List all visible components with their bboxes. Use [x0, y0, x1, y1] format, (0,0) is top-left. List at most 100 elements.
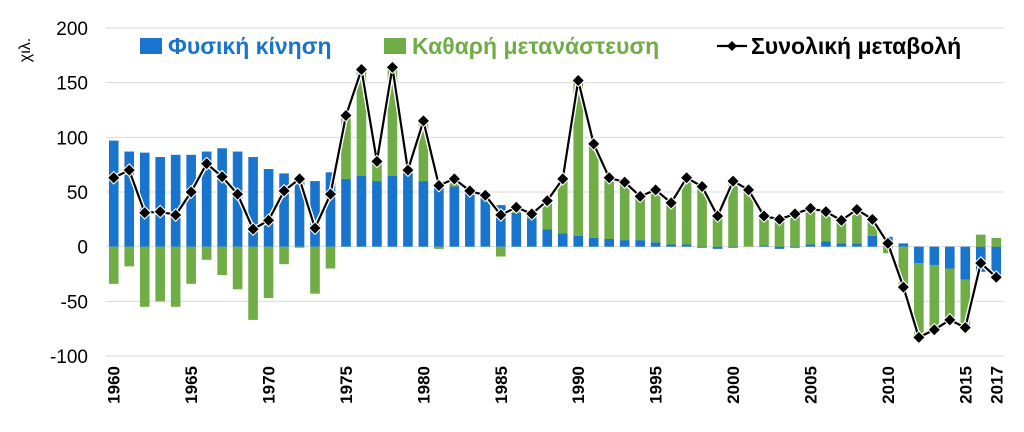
- x-tick-label: 1990: [569, 366, 588, 404]
- line-marker: [417, 115, 429, 127]
- bar: [945, 246, 955, 269]
- bar: [619, 240, 630, 247]
- bar: [929, 246, 940, 266]
- line-marker: [340, 109, 352, 121]
- bar: [573, 80, 584, 236]
- legend-item: Καθαρή μετανάστευση: [384, 33, 659, 59]
- line-marker: [325, 188, 336, 200]
- x-tick-label: 1960: [105, 366, 124, 404]
- line-marker: [712, 210, 724, 222]
- bar: [898, 246, 909, 291]
- bar: [573, 235, 584, 247]
- bar: [263, 169, 274, 247]
- bar: [960, 246, 971, 280]
- bar: [279, 173, 289, 247]
- line-marker: [603, 172, 615, 184]
- line-marker: [201, 158, 213, 170]
- bar: [604, 177, 614, 240]
- bar: [867, 235, 878, 247]
- x-tick-label: 2000: [724, 366, 743, 404]
- bar: [434, 246, 444, 249]
- bar: [232, 246, 243, 290]
- bar: [526, 218, 537, 247]
- bar: [557, 178, 568, 234]
- bar: [867, 219, 878, 236]
- bar: [852, 209, 862, 244]
- bar: [759, 216, 769, 246]
- legend-label: Συνολική μεταβολή: [751, 33, 961, 59]
- line-marker: [851, 203, 863, 215]
- bar: [139, 152, 150, 247]
- bar: [790, 246, 800, 248]
- bar: [666, 244, 676, 247]
- line-marker: [108, 172, 120, 184]
- legend-swatch: [384, 38, 406, 54]
- total-line: [106, 60, 1004, 345]
- bar: [465, 190, 475, 247]
- x-tick-label: 2010: [879, 366, 898, 404]
- line-marker: [464, 185, 476, 197]
- bar: [805, 244, 816, 247]
- bar: [836, 243, 847, 247]
- y-tick-label: 200: [56, 19, 88, 40]
- line-marker: [572, 74, 584, 86]
- bar: [697, 185, 707, 247]
- line-halo: [112, 64, 998, 340]
- legend: Φυσική κίνηση Καθαρή μετανάστευση Συνολική…: [140, 33, 961, 59]
- bar: [248, 157, 258, 247]
- bar: [852, 243, 862, 247]
- bar: [155, 246, 165, 302]
- x-tick-label: 2017: [987, 366, 1006, 404]
- line-marker: [371, 155, 383, 167]
- y-tick-label: 150: [56, 74, 88, 95]
- bar: [743, 189, 754, 247]
- line-marker: [789, 208, 801, 220]
- y-tick-label: 0: [77, 238, 88, 259]
- bar: [681, 176, 692, 245]
- bar: [914, 246, 924, 264]
- line-marker: [185, 186, 197, 198]
- bar: [310, 246, 320, 294]
- bar: [418, 120, 429, 182]
- line-marker: [650, 184, 662, 196]
- line-marker: [758, 210, 770, 222]
- line-marker: [448, 173, 460, 185]
- line-marker: [294, 173, 306, 185]
- legend-label: Φυσική κίνηση: [168, 33, 332, 59]
- bar: [201, 246, 212, 260]
- bar: [588, 237, 599, 247]
- bar: [774, 217, 785, 247]
- line-marker: [386, 61, 398, 73]
- x-tick-label: 1965: [182, 366, 201, 404]
- line-marker: [743, 184, 755, 196]
- bar: [263, 246, 274, 299]
- bar: [836, 220, 847, 244]
- bar: [356, 69, 367, 176]
- legend-item: Συνολική μεταβολή: [717, 33, 961, 59]
- x-tick-label: 2005: [801, 366, 820, 404]
- bar: [635, 240, 645, 247]
- bar: [449, 186, 460, 247]
- bar: [403, 173, 413, 247]
- line-marker: [959, 322, 971, 334]
- bar: [914, 263, 924, 338]
- bar: [759, 245, 769, 247]
- line-marker: [247, 223, 259, 235]
- bar: [712, 246, 723, 249]
- line-marker: [634, 190, 646, 202]
- bar: [898, 243, 909, 247]
- line-marker: [866, 213, 878, 225]
- bar: [790, 212, 800, 247]
- line-marker: [154, 206, 166, 218]
- bar: [170, 154, 181, 247]
- legend-swatch: [140, 38, 162, 54]
- bar: [666, 202, 676, 245]
- y-unit-label: χιλ.: [17, 38, 34, 62]
- bar: [728, 179, 738, 247]
- bar: [279, 246, 289, 265]
- bar: [341, 178, 351, 247]
- x-tick-label: 1995: [647, 366, 666, 404]
- bar: [186, 246, 196, 284]
- bar: [201, 151, 212, 247]
